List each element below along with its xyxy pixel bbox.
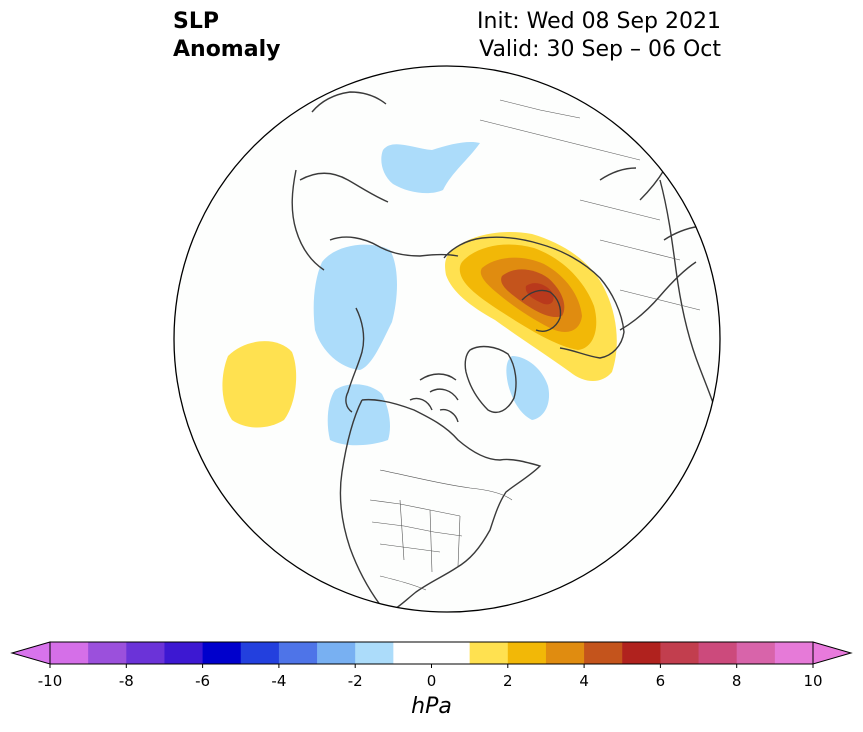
colorbar-bin — [698, 642, 738, 664]
negative-anomaly-north-pacific — [313, 244, 397, 370]
map-title: SLP Anomaly — [173, 8, 280, 64]
colorbar-ticks: -10 -8 -6 -4 -2 0 2 4 6 8 10 — [38, 664, 823, 690]
init-date: Init: Wed 08 Sep 2021 — [477, 9, 721, 34]
colorbar-bin — [622, 642, 661, 664]
colorbar-bin — [660, 642, 700, 664]
mexico-border — [379, 575, 427, 591]
europe-coast — [599, 167, 701, 331]
negative-anomaly-greenland — [506, 356, 550, 420]
colorbar-tick-label: 2 — [503, 672, 513, 690]
colorbar-tick-label: -6 — [195, 672, 210, 690]
valid-range: Valid: 30 Sep – 06 Oct — [479, 37, 721, 62]
colorbar-bin — [545, 642, 585, 664]
eurasia-coast — [443, 236, 625, 359]
greenland-coast — [464, 345, 517, 414]
north-america-coast — [339, 398, 542, 612]
globe-outline — [173, 65, 721, 613]
positive-anomaly-europe-core — [525, 283, 554, 305]
east-asia-coast — [291, 91, 387, 271]
canadian-archipelago-coast — [409, 373, 459, 423]
colorbar-bin — [469, 642, 509, 664]
africa-coast — [659, 179, 717, 413]
political-borders — [369, 99, 701, 591]
colorbar-bin — [202, 642, 242, 664]
negative-anomaly-arctic-siberia — [381, 141, 480, 194]
colorbar-bin — [164, 642, 204, 664]
colorbar-tick-label: -10 — [38, 672, 63, 690]
colorbar-tick-label: 0 — [427, 672, 437, 690]
scandinavia-coast — [521, 289, 562, 332]
us-canada-border — [379, 469, 513, 501]
colorbar-bin — [317, 642, 356, 664]
colorbar-bin — [240, 642, 280, 664]
colorbar-tick-label: -8 — [119, 672, 134, 690]
negative-anomaly-gulf-alaska — [327, 384, 390, 446]
colorbar-bin — [355, 642, 394, 664]
siberia-coast — [299, 172, 459, 257]
title-line-2: Anomaly — [173, 37, 281, 62]
title-line-1: SLP — [173, 9, 219, 34]
colorbar-over-arrow — [812, 641, 853, 665]
alaska-coast — [345, 307, 365, 413]
colorbar-tick-label: 10 — [803, 672, 822, 690]
colorbar-under-arrow — [10, 641, 51, 665]
coastlines — [291, 91, 717, 612]
eurasia-borders — [479, 99, 701, 311]
colorbar-bin — [278, 642, 318, 664]
colorbar-bin — [88, 642, 127, 664]
colorbar-bin — [736, 642, 776, 664]
globe-background — [174, 66, 720, 612]
colorbar-tick-label: -4 — [271, 672, 286, 690]
colorbar-bin — [584, 642, 623, 664]
colorbar-bin — [774, 642, 814, 664]
polar-map — [173, 65, 721, 613]
colorbar-tick-label: 8 — [732, 672, 742, 690]
positive-anomaly-pacific — [222, 341, 297, 428]
colorbar-bin — [507, 642, 547, 664]
colorbar: -10 -8 -6 -4 -2 0 2 4 6 8 10 — [10, 641, 853, 690]
colorbar-bins — [50, 642, 814, 664]
colorbar-bin — [393, 642, 432, 664]
forecast-dates: Init: Wed 08 Sep 2021 Valid: 30 Sep – 06… — [477, 8, 721, 64]
colorbar-tick-label: -2 — [348, 672, 363, 690]
colorbar-tick-label: 4 — [579, 672, 589, 690]
us-state-lines — [369, 499, 463, 573]
colorbar-tick-label: 6 — [656, 672, 666, 690]
colorbar-bin — [431, 642, 471, 664]
colorbar-bin — [50, 642, 89, 664]
colorbar-bin — [126, 642, 165, 664]
colorbar-unit: hPa — [411, 694, 452, 719]
